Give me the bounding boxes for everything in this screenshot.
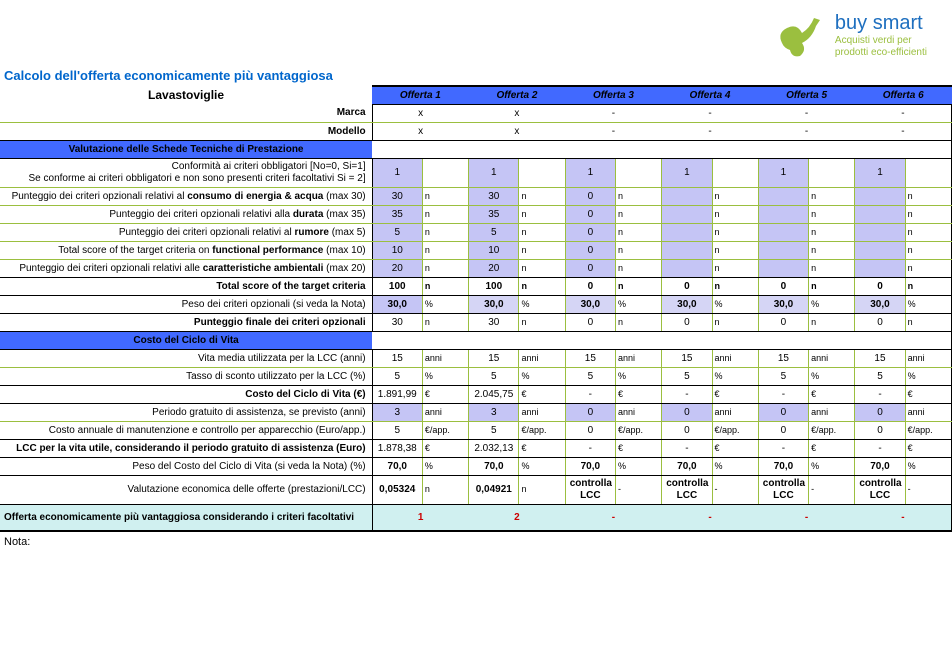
logo-icon	[772, 8, 827, 63]
product-label: Lavastoviglie	[0, 86, 372, 104]
logo-sub1: Acquisti verdi per	[835, 35, 927, 47]
section-header: Costo del Ciclo di Vita	[0, 331, 372, 349]
offer-header-0: Offerta 1	[372, 86, 469, 104]
offer-header-4: Offerta 5	[758, 86, 855, 104]
offer-header-5: Offerta 6	[855, 86, 952, 104]
offer-header-2: Offerta 3	[565, 86, 662, 104]
offer-header-3: Offerta 4	[662, 86, 759, 104]
offer-header-1: Offerta 2	[469, 86, 566, 104]
logo-title: buy smart	[835, 12, 927, 35]
section-header: Valutazione delle Schede Tecniche di Pre…	[0, 140, 372, 158]
logo: buy smart Acquisti verdi per prodotti ec…	[772, 8, 927, 63]
main-table: LavastoviglieOfferta 1Offerta 2Offerta 3…	[0, 85, 952, 531]
logo-sub2: prodotti eco-efficienti	[835, 47, 927, 59]
nota-label: Nota:	[0, 531, 952, 552]
